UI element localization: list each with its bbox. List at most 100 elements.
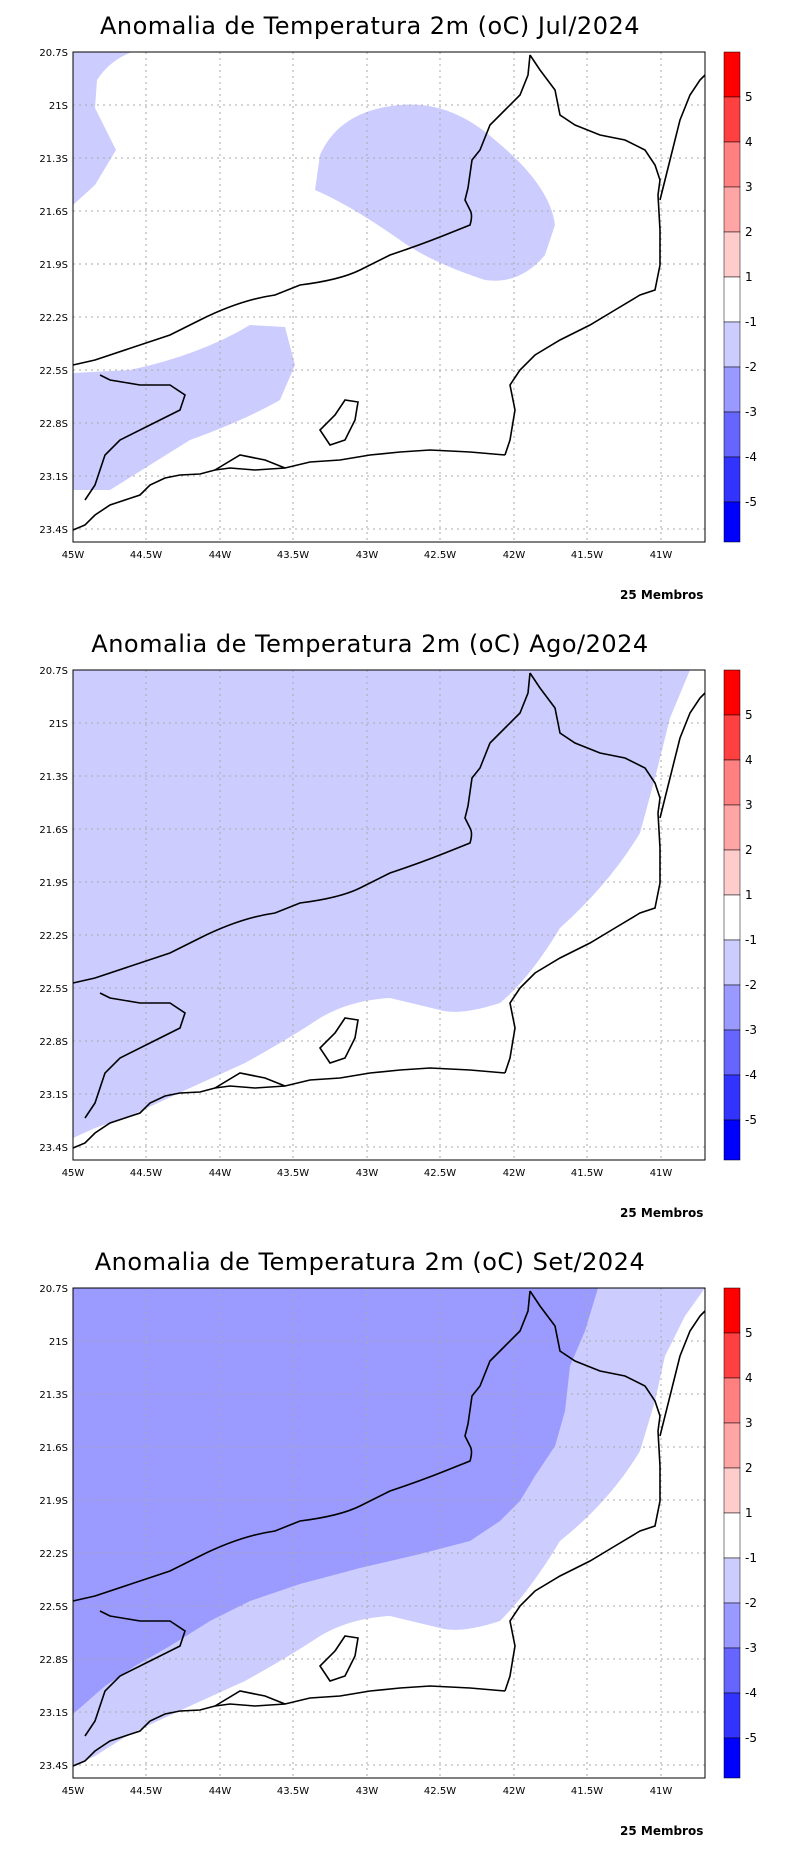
svg-text:-3: -3 xyxy=(745,1023,757,1037)
svg-text:41W: 41W xyxy=(650,550,673,561)
svg-text:-5: -5 xyxy=(745,495,757,509)
svg-text:22.5S: 22.5S xyxy=(39,366,68,377)
svg-text:5: 5 xyxy=(745,90,753,104)
svg-text:41.5W: 41.5W xyxy=(571,1786,603,1797)
svg-text:42W: 42W xyxy=(503,550,526,561)
svg-text:-4: -4 xyxy=(745,450,757,464)
svg-text:44.5W: 44.5W xyxy=(130,550,162,561)
svg-text:4: 4 xyxy=(745,1371,753,1385)
map-frame xyxy=(72,669,706,1161)
map-title: Anomalia de Temperatura 2m (oC) Set/2024 xyxy=(94,1248,646,1276)
svg-text:20.7S: 20.7S xyxy=(39,666,68,677)
svg-text:23.4S: 23.4S xyxy=(39,1143,68,1154)
anomaly-fill xyxy=(73,670,690,1138)
svg-text:22.2S: 22.2S xyxy=(39,313,68,324)
colorbar xyxy=(723,1287,741,1779)
svg-text:21.9S: 21.9S xyxy=(39,260,68,271)
svg-text:-1: -1 xyxy=(745,315,757,329)
svg-text:42W: 42W xyxy=(503,1168,526,1179)
svg-text:22.8S: 22.8S xyxy=(39,1655,68,1666)
svg-text:3: 3 xyxy=(745,798,753,812)
svg-text:22.5S: 22.5S xyxy=(39,1602,68,1613)
svg-text:41.5W: 41.5W xyxy=(571,1168,603,1179)
svg-text:43.5W: 43.5W xyxy=(277,1168,309,1179)
svg-text:22.2S: 22.2S xyxy=(39,931,68,942)
svg-text:21.6S: 21.6S xyxy=(39,825,68,836)
members-note: 25 Membros xyxy=(620,1206,704,1220)
members-note: 25 Membros xyxy=(620,1824,704,1838)
svg-text:20.7S: 20.7S xyxy=(39,48,68,59)
map-frame xyxy=(72,1287,706,1779)
svg-text:43W: 43W xyxy=(356,550,379,561)
svg-text:-2: -2 xyxy=(745,1596,757,1610)
svg-text:-2: -2 xyxy=(745,360,757,374)
svg-text:41.5W: 41.5W xyxy=(571,550,603,561)
svg-text:22.8S: 22.8S xyxy=(39,1037,68,1048)
svg-text:1: 1 xyxy=(745,270,753,284)
map-title: Anomalia de Temperatura 2m (oC) Ago/2024 xyxy=(91,630,649,658)
map-figure: 20.7S 21S 21.3S 21.6S 21.9S 22.2S 22.5S … xyxy=(39,48,757,561)
svg-text:-2: -2 xyxy=(745,978,757,992)
svg-text:43W: 43W xyxy=(356,1168,379,1179)
svg-text:45W: 45W xyxy=(62,1786,85,1797)
svg-text:21.6S: 21.6S xyxy=(39,1443,68,1454)
lat-tick-labels: 20.7S 21S 21.3S 21.6S 21.9S 22.2S 22.5S … xyxy=(39,48,68,536)
svg-text:21S: 21S xyxy=(49,719,68,730)
svg-text:21S: 21S xyxy=(49,101,68,112)
svg-text:42.5W: 42.5W xyxy=(424,1786,456,1797)
colorbar-labels: 5 4 3 2 1 -1 -2 -3 -4 -5 xyxy=(745,1326,757,1745)
svg-text:42.5W: 42.5W xyxy=(424,550,456,561)
map-panel-set: Anomalia de Temperatura 2m (oC) Set/2024… xyxy=(0,1236,800,1846)
svg-text:21.9S: 21.9S xyxy=(39,878,68,889)
svg-text:-5: -5 xyxy=(745,1731,757,1745)
svg-text:21S: 21S xyxy=(49,1337,68,1348)
coastline-and-borders xyxy=(72,672,706,1149)
colorbar-labels: 5 4 3 2 1 -1 -2 -3 -4 -5 xyxy=(745,90,757,509)
svg-text:41W: 41W xyxy=(650,1168,673,1179)
svg-text:23.4S: 23.4S xyxy=(39,1761,68,1772)
svg-text:44W: 44W xyxy=(209,1168,232,1179)
anomaly-fill xyxy=(73,52,555,490)
svg-text:44.5W: 44.5W xyxy=(130,1168,162,1179)
svg-text:42.5W: 42.5W xyxy=(424,1168,456,1179)
svg-text:3: 3 xyxy=(745,180,753,194)
svg-text:2: 2 xyxy=(745,1461,753,1475)
svg-text:22.8S: 22.8S xyxy=(39,419,68,430)
svg-text:43.5W: 43.5W xyxy=(277,1786,309,1797)
svg-text:2: 2 xyxy=(745,843,753,857)
map-figure: 20.7S 21S 21.3S 21.6S 21.9S 22.2S 22.5S … xyxy=(39,1284,757,1797)
svg-text:-4: -4 xyxy=(745,1068,757,1082)
svg-text:-3: -3 xyxy=(745,1641,757,1655)
svg-text:23.1S: 23.1S xyxy=(39,472,68,483)
lat-tick-labels: 20.7S 21S 21.3S 21.6S 21.9S 22.2S 22.5S … xyxy=(39,666,68,1154)
map-title: Anomalia de Temperatura 2m (oC) Jul/2024 xyxy=(99,12,641,40)
svg-text:3: 3 xyxy=(745,1416,753,1430)
svg-text:-1: -1 xyxy=(745,933,757,947)
colorbar xyxy=(723,669,741,1161)
svg-text:21.6S: 21.6S xyxy=(39,207,68,218)
svg-text:1: 1 xyxy=(745,888,753,902)
svg-text:-4: -4 xyxy=(745,1686,757,1700)
map-panel-ago: Anomalia de Temperatura 2m (oC) Ago/2024… xyxy=(0,618,800,1228)
lat-tick-labels: 20.7S 21S 21.3S 21.6S 21.9S 22.2S 22.5S … xyxy=(39,1284,68,1772)
svg-text:44W: 44W xyxy=(209,550,232,561)
lon-tick-labels: 45W 44.5W 44W 43.5W 43W 42.5W 42W 41.5W … xyxy=(62,1786,673,1797)
svg-text:43.5W: 43.5W xyxy=(277,550,309,561)
coastline-and-borders xyxy=(72,54,706,531)
svg-text:43W: 43W xyxy=(356,1786,379,1797)
svg-text:5: 5 xyxy=(745,708,753,722)
map-frame xyxy=(72,51,706,543)
anomaly-fill xyxy=(73,1288,705,1766)
svg-text:23.1S: 23.1S xyxy=(39,1708,68,1719)
coastline-and-borders xyxy=(72,1290,706,1767)
svg-text:22.2S: 22.2S xyxy=(39,1549,68,1560)
members-note: 25 Membros xyxy=(620,588,704,602)
colorbar-labels: 5 4 3 2 1 -1 -2 -3 -4 -5 xyxy=(745,708,757,1127)
svg-text:-1: -1 xyxy=(745,1551,757,1565)
svg-text:20.7S: 20.7S xyxy=(39,1284,68,1295)
svg-text:45W: 45W xyxy=(62,1168,85,1179)
svg-text:44.5W: 44.5W xyxy=(130,1786,162,1797)
svg-text:-5: -5 xyxy=(745,1113,757,1127)
svg-text:21.3S: 21.3S xyxy=(39,1390,68,1401)
lon-tick-labels: 45W 44.5W 44W 43.5W 43W 42.5W 42W 41.5W … xyxy=(62,550,673,561)
